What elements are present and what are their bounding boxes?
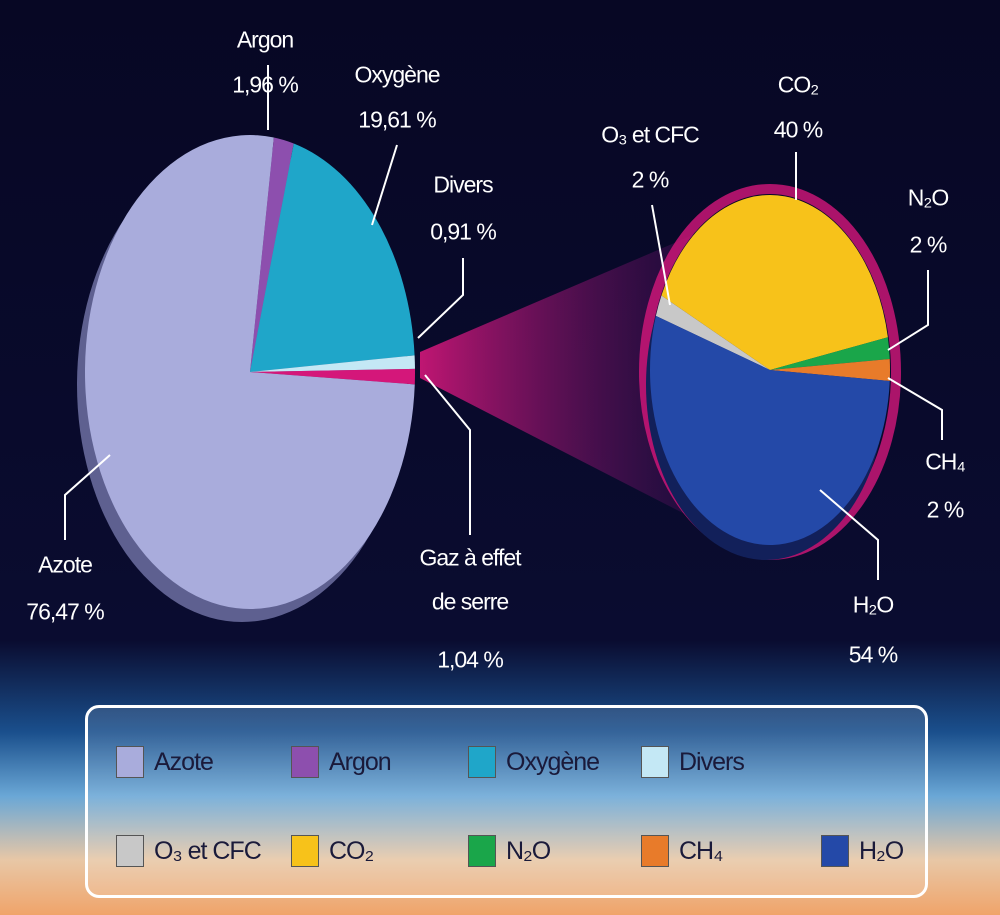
legend: Azote Argon Oxygène Divers O₃ et CFC CO₂ N₂O CH…	[85, 705, 928, 898]
slice-label: Argon	[236, 26, 294, 53]
legend-label: Argon	[329, 747, 392, 776]
legend-item: H₂O	[821, 835, 904, 867]
legend-swatch	[468, 746, 496, 778]
legend-swatch	[116, 746, 144, 778]
legend-swatch	[468, 835, 496, 867]
value-label: 2 %	[631, 166, 670, 193]
legend-swatch	[116, 835, 144, 867]
legend-label: Divers	[679, 747, 745, 776]
value-label: 0,91 %	[430, 218, 497, 245]
leader-lines	[64, 65, 943, 580]
slice-label: O₃ et CFC	[601, 121, 699, 148]
legend-swatch	[821, 835, 849, 867]
leader	[819, 489, 879, 580]
slice-label: Gaz à effet de serre	[419, 544, 521, 614]
legend-swatch	[641, 746, 669, 778]
leader	[371, 144, 398, 226]
leader	[887, 270, 929, 351]
slice-label: N₂O	[907, 184, 949, 211]
pie-slice	[661, 195, 888, 370]
pie-slice	[250, 137, 294, 372]
leader	[887, 377, 943, 440]
chart	[64, 65, 943, 622]
legend-swatch	[641, 835, 669, 867]
value-label: 54 %	[848, 641, 898, 668]
pie-slice	[770, 337, 890, 370]
slice-label: Divers	[433, 171, 493, 198]
leader	[424, 374, 471, 535]
pie-slice	[770, 359, 891, 381]
legend-item: Divers	[641, 746, 745, 778]
legend-label: CO₂	[329, 836, 374, 865]
legend-swatch	[291, 835, 319, 867]
legend-swatch	[291, 746, 319, 778]
leader	[64, 454, 111, 540]
leader	[651, 204, 671, 306]
value-label: 2 %	[926, 496, 965, 523]
slice-label: CO₂	[777, 71, 819, 98]
legend-item: O₃ et CFC	[116, 835, 262, 867]
slice-label: Oxygène	[354, 61, 440, 88]
connector	[420, 232, 712, 528]
leader	[417, 258, 464, 339]
pie-slice	[250, 143, 415, 372]
value-label: 1,96 %	[232, 71, 299, 98]
legend-label: CH₄	[679, 836, 723, 865]
pie-slice	[250, 355, 415, 372]
value-label: 2 %	[909, 231, 948, 258]
legend-item: CO₂	[291, 835, 374, 867]
pie-slice	[655, 295, 770, 370]
legend-item: Azote	[116, 746, 214, 778]
value-label: 1,04 %	[437, 646, 504, 673]
legend-label: N₂O	[506, 836, 551, 865]
legend-item: N₂O	[468, 835, 551, 867]
pie-slice	[84, 134, 415, 609]
legend-label: Azote	[154, 747, 214, 776]
slice-label: Azote	[38, 551, 93, 578]
legend-item: Oxygène	[468, 746, 600, 778]
legend-label: H₂O	[859, 836, 904, 865]
legend-item: CH₄	[641, 835, 723, 867]
value-label: 40 %	[773, 116, 823, 143]
value-label: 19,61 %	[358, 106, 436, 133]
legend-label: Oxygène	[506, 747, 600, 776]
pie-slice	[250, 368, 415, 385]
slice-label: CH₄	[925, 448, 966, 475]
legend-label: O₃ et CFC	[154, 836, 262, 865]
legend-item: Argon	[291, 746, 392, 778]
value-label: 76,47 %	[26, 598, 104, 625]
slice-label: H₂O	[852, 591, 894, 618]
pie-slice	[649, 315, 890, 546]
